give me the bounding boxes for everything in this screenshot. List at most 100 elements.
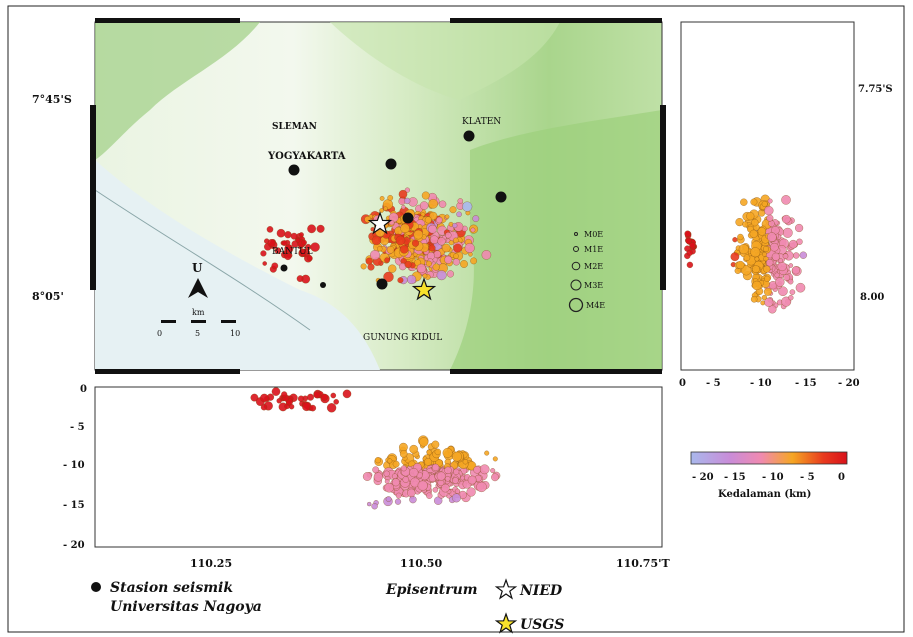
event-dot (452, 258, 460, 266)
colorbar-tick: - 20 (692, 472, 714, 483)
event-dot (385, 496, 392, 502)
event-dot (730, 252, 740, 262)
event-dot (276, 398, 282, 404)
event-dot (404, 260, 412, 268)
event-dot (479, 464, 490, 475)
station-legend-label: Universitas Nagoya (110, 599, 262, 615)
magnitude-label: M4E (586, 301, 605, 310)
event-dot (419, 201, 429, 210)
event-dot (453, 243, 463, 253)
south-depth-tick: - 20 (63, 540, 85, 551)
event-dot (736, 260, 745, 270)
event-dot (767, 232, 777, 242)
event-dot (419, 437, 429, 447)
event-dot (429, 211, 438, 220)
event-dot (788, 295, 794, 301)
event-dot (307, 224, 316, 234)
event-dot (377, 246, 383, 252)
event-dot (787, 278, 794, 285)
east-lat-label: 8.00 (860, 292, 884, 303)
colorbar-tick: - 10 (762, 472, 784, 483)
event-dot (384, 257, 390, 263)
event-dot (426, 492, 433, 499)
event-dot (763, 287, 772, 296)
map-border-bar (95, 18, 240, 23)
event-dot (436, 216, 443, 224)
seismic-station (320, 282, 326, 288)
event-dot (432, 487, 439, 493)
event-dot (430, 235, 439, 244)
event-dot (367, 263, 375, 271)
event-dot (460, 260, 468, 268)
coastline (94, 189, 311, 331)
event-dot (400, 465, 407, 472)
magnitude-label: M0E (584, 230, 603, 239)
event-dot (342, 389, 352, 399)
event-dot (307, 393, 314, 401)
event-dot (409, 495, 417, 504)
station-legend-label: Stasion seismik (110, 580, 233, 596)
event-dot (782, 227, 793, 238)
event-dot (795, 282, 806, 293)
event-dot (445, 232, 452, 239)
event-dot (750, 296, 758, 303)
event-dot (309, 404, 317, 412)
scale-tick: 0 (157, 329, 162, 338)
event-dot (791, 266, 800, 275)
event-dot (473, 466, 481, 474)
event-dot (250, 393, 259, 402)
event-dot (383, 206, 388, 211)
event-dot (781, 296, 792, 307)
event-dot (301, 239, 307, 246)
event-dot (416, 263, 427, 274)
event-dot (316, 224, 325, 233)
event-dot (392, 460, 400, 468)
event-dot (738, 244, 749, 255)
event-dot (441, 483, 450, 493)
event-dot (284, 244, 294, 254)
event-dot (795, 223, 804, 233)
depth-south-frame (94, 386, 663, 548)
event-dot (313, 391, 321, 399)
event-dot (763, 265, 771, 273)
south-depth-tick: 0 (80, 384, 87, 395)
scale-tick: 5 (195, 329, 200, 338)
event-dot (749, 229, 758, 238)
event-dot (775, 277, 785, 287)
city-label: KLATEN (462, 117, 501, 127)
event-dot (388, 264, 397, 273)
event-dot (456, 211, 462, 218)
colorbar-label: Kedalaman (km) (718, 489, 811, 500)
event-dot (684, 230, 691, 237)
event-dot (367, 501, 372, 507)
event-dot (746, 212, 755, 221)
event-dot (454, 488, 461, 494)
event-dot (431, 440, 440, 449)
depth-south-panel: 0 - 5 - 10 - 15 - 20 110.25 110.50 110.7… (63, 384, 670, 570)
event-dot (782, 253, 789, 259)
event-dot (441, 243, 451, 253)
nied-legend-label: NIED (519, 583, 563, 599)
event-dot (392, 473, 398, 479)
event-dot (766, 214, 774, 222)
event-dot (374, 457, 381, 464)
north-arrow-label: U (192, 261, 203, 275)
north-arrow-icon (188, 278, 208, 298)
event-dot (310, 242, 320, 252)
map-border-bar (450, 369, 662, 374)
event-dot (409, 468, 419, 478)
event-dot (764, 205, 774, 216)
seismic-station (280, 264, 288, 272)
magnitude-symbol (571, 261, 581, 271)
event-dot (686, 261, 694, 269)
event-dot (401, 205, 406, 210)
east-depth-tick: - 15 (795, 378, 817, 389)
event-dot (436, 471, 446, 481)
event-dot (428, 199, 438, 209)
south-lon-tick: 110.50 (400, 557, 442, 570)
event-dot (302, 402, 311, 412)
event-dot (762, 251, 767, 257)
event-dot (306, 255, 313, 262)
event-dot (399, 442, 408, 452)
event-dot (457, 198, 464, 204)
